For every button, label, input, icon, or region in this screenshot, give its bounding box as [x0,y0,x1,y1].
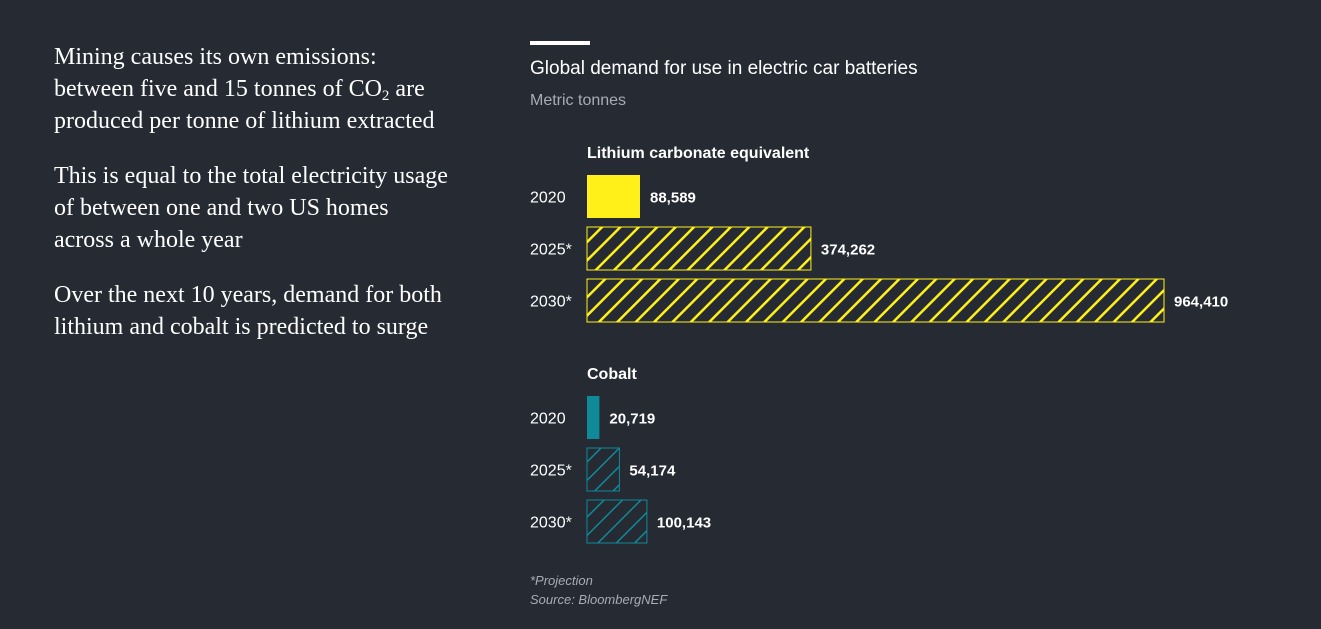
data-label: 88,589 [650,190,696,207]
chart-title: Global demand for use in electric car ba… [530,58,918,79]
data-label: 20,719 [609,411,655,428]
bar [587,175,641,218]
data-label: 54,174 [629,463,676,480]
article-text: Mining causes its own emissions: between… [54,41,454,366]
paragraph-electricity: This is equal to the total electricity u… [54,163,448,253]
projection-note: *Projection [530,573,593,588]
category-label: 2030* [530,515,572,532]
source-note: Source: BloombergNEF [530,592,668,607]
bar [586,447,620,492]
data-label: 964,410 [1174,294,1228,311]
bar [587,396,600,439]
bar [586,278,1165,323]
bar [586,226,812,271]
category-label: 2025* [530,242,572,259]
group-label: Lithium carbonate equivalent [587,145,810,162]
category-label: 2030* [530,294,572,311]
chart-subtitle: Metric tonnes [530,92,627,109]
accent-rule [530,41,590,45]
category-label: 2020 [530,190,566,207]
data-label: 100,143 [657,515,711,532]
paragraph-demand: Over the next 10 years, demand for both … [54,282,442,340]
category-label: 2020 [530,411,566,428]
group-label: Cobalt [587,366,637,383]
paragraph-emissions: Mining causes its own emissions: between… [54,44,435,134]
category-label: 2025* [530,463,572,480]
bar [586,499,648,544]
chart-footnote: *Projection Source: BloombergNEF [530,571,667,609]
data-label: 374,262 [821,242,875,259]
